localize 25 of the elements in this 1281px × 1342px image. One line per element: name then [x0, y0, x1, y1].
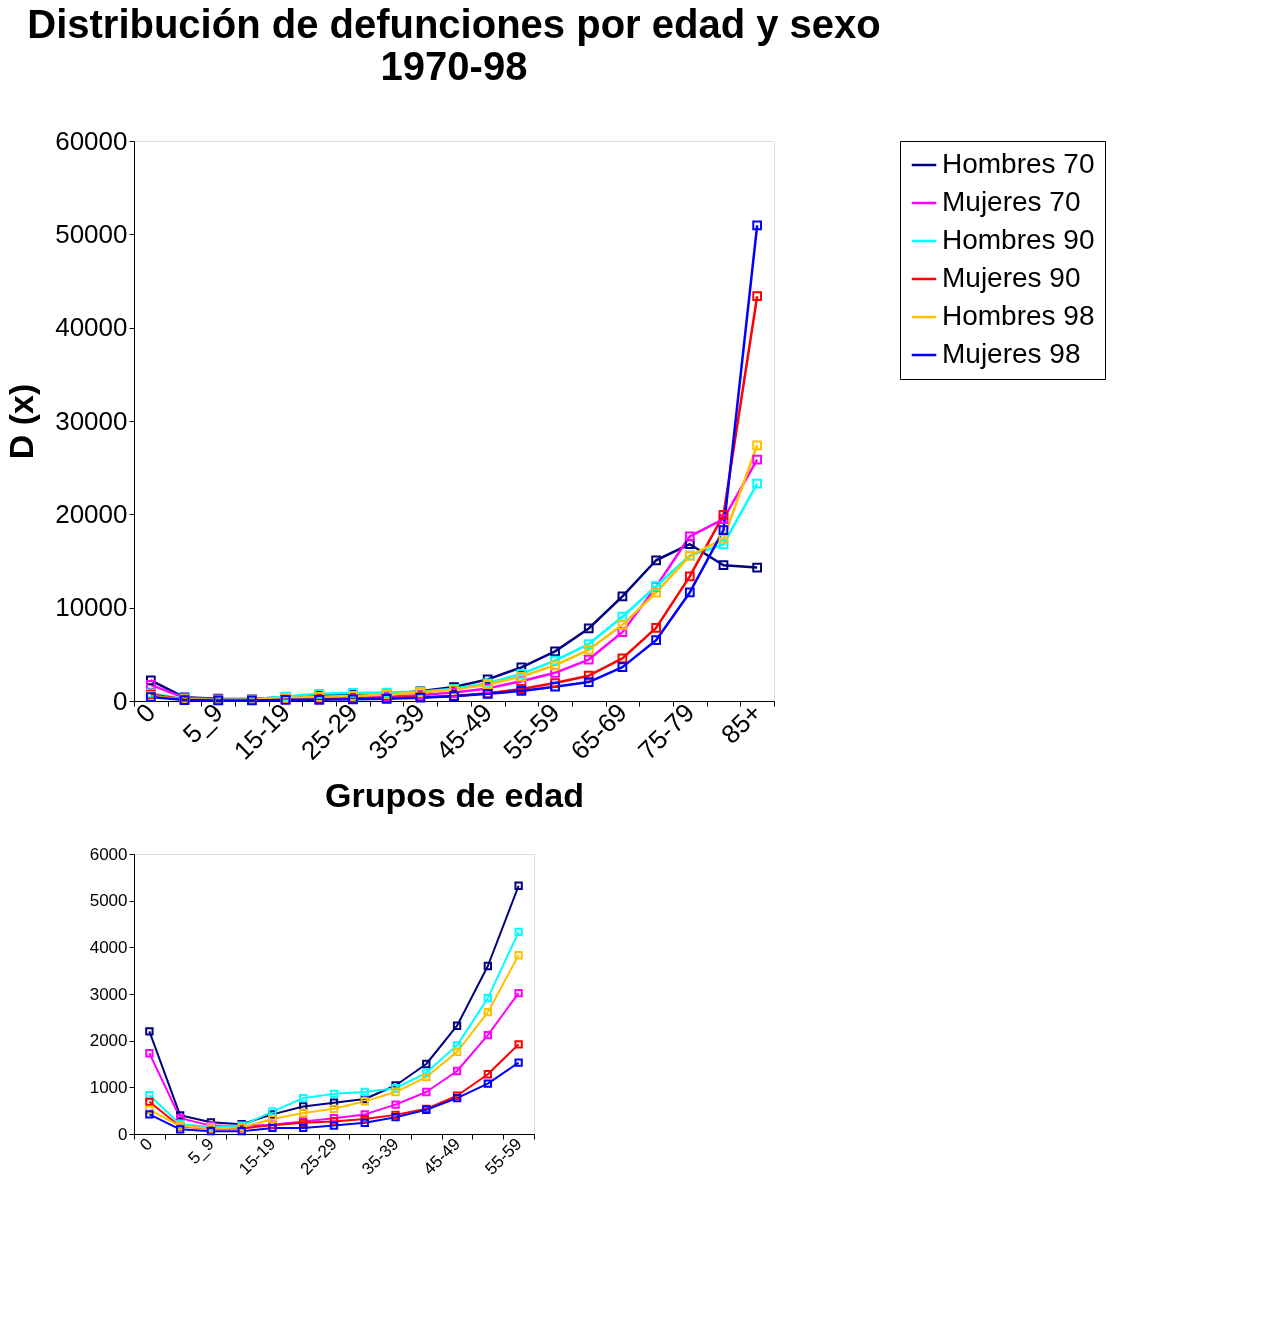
x-tick-label: 5_9 — [176, 697, 229, 750]
y-tick-label: 1000 — [89, 1077, 128, 1097]
y-tick-label: 6000 — [89, 844, 128, 864]
legend-label: Hombres 98 — [942, 300, 1095, 331]
y-tick-label: 60000 — [55, 125, 128, 156]
y-tick-label: 30000 — [55, 405, 128, 436]
y-tick-label: 20000 — [55, 498, 128, 529]
legend-label: Hombres 70 — [942, 148, 1095, 179]
chart-title: Distribución de defunciones por edad y sexo 1970-98 — [27, 2, 881, 88]
legend-label: Mujeres 98 — [942, 338, 1081, 369]
legend-label: Mujeres 90 — [942, 262, 1081, 293]
legend-label: Hombres 90 — [942, 224, 1095, 255]
x-tick-label: 0 — [136, 1134, 157, 1155]
legend-label: Mujeres 70 — [942, 186, 1081, 217]
y-tick-label: 40000 — [55, 312, 128, 343]
y-tick-label: 4000 — [89, 937, 128, 957]
x-tick-label: 85+ — [715, 697, 768, 750]
x-axis-title: Grupos de edad — [325, 775, 584, 814]
y-axis-title: D (x) — [2, 383, 41, 460]
x-tick-label: 5_9 — [184, 1134, 218, 1168]
y-tick-label: 50000 — [55, 218, 128, 249]
y-tick-label: 10000 — [55, 592, 128, 623]
y-tick-label: 2000 — [89, 1031, 128, 1051]
y-tick-label: 3000 — [89, 984, 128, 1004]
y-tick-label: 5000 — [89, 891, 128, 911]
